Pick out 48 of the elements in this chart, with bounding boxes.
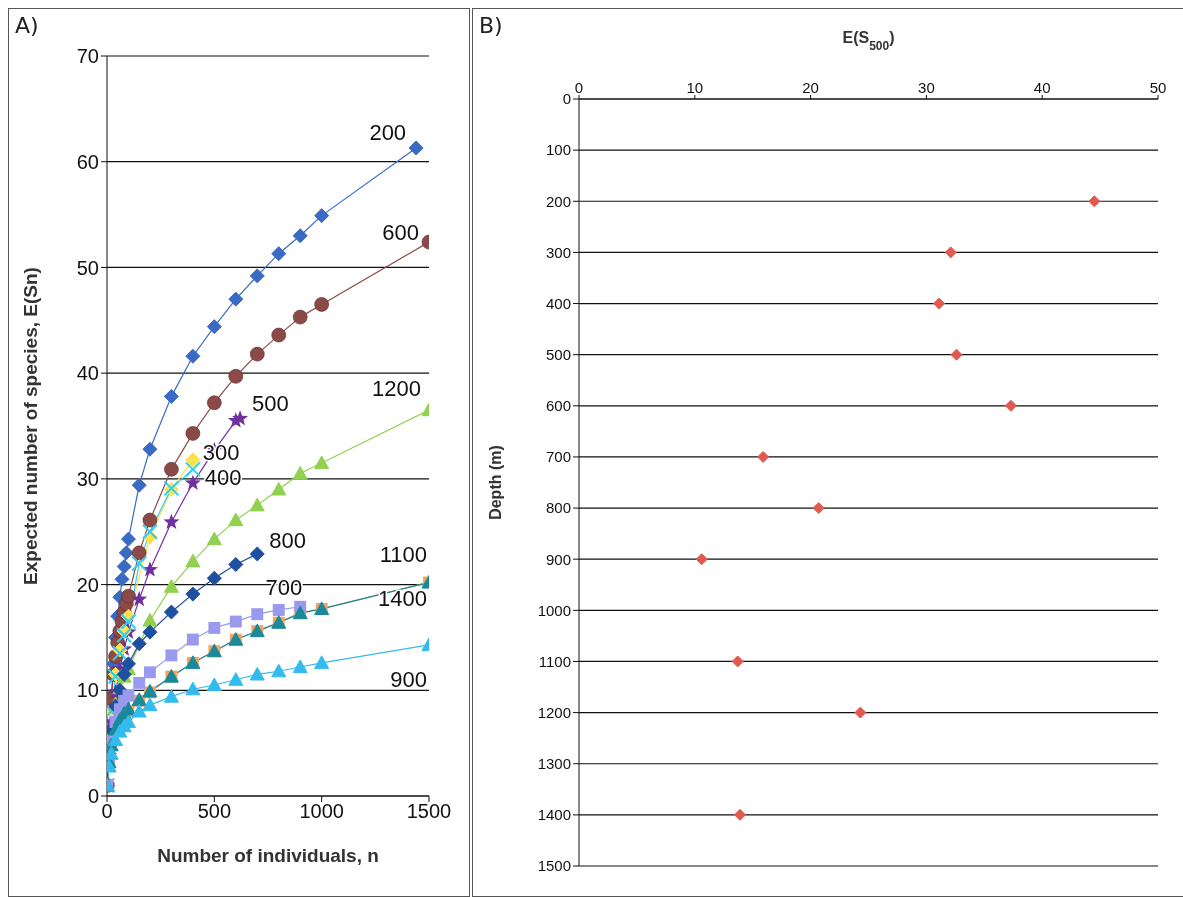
y-tick-label: 900 xyxy=(545,550,571,568)
x-axis-title: E(S$_{500}$) xyxy=(842,29,895,53)
y-tick-label: 30 xyxy=(76,467,99,490)
x-tick-label: 20 xyxy=(802,79,819,96)
x-tick-label: 1000 xyxy=(299,800,344,823)
y-tick-label: 70 xyxy=(76,45,99,68)
x-tick-label: 500 xyxy=(197,800,232,823)
y-tick-label: 50 xyxy=(76,256,99,279)
series-label: 1400 xyxy=(378,586,427,612)
y-tick-label: 800 xyxy=(545,499,571,517)
y-tick-label: 1300 xyxy=(537,755,571,773)
series-label: 900 xyxy=(390,666,427,692)
y-axis-title: Depth (m) xyxy=(487,445,504,520)
y-tick-label: 300 xyxy=(545,243,571,261)
series-label: 500 xyxy=(252,390,289,416)
y-tick-label: 600 xyxy=(545,397,571,415)
y-axis-title: Expected number of species, E(Sn) xyxy=(20,267,41,585)
y-tick-label: 1500 xyxy=(537,857,571,875)
x-tick-label: 1500 xyxy=(406,800,452,823)
series-label: 1200 xyxy=(372,376,421,402)
y-tick-label: 200 xyxy=(545,192,571,210)
y-tick-label: 0 xyxy=(562,90,571,108)
y-tick-label: 20 xyxy=(76,573,99,596)
y-tick-label: 1100 xyxy=(538,652,571,670)
y-tick-label: 100 xyxy=(545,141,571,159)
x-tick-label: 50 xyxy=(1149,79,1167,96)
y-tick-label: 700 xyxy=(545,448,571,466)
y-tick-label: 0 xyxy=(87,785,99,808)
x-tick-label: 30 xyxy=(918,79,935,96)
y-tick-label: 1400 xyxy=(537,806,571,824)
series-label: 1100 xyxy=(379,542,427,568)
y-tick-label: 1000 xyxy=(537,601,571,619)
x-tick-label: 10 xyxy=(686,79,704,96)
y-tick-label: 1200 xyxy=(537,703,571,721)
series-label: 600 xyxy=(382,220,419,246)
y-tick-label: 400 xyxy=(545,294,571,312)
text: A) xyxy=(15,13,39,38)
x-tick-label: 40 xyxy=(1033,79,1051,96)
text: B) xyxy=(479,13,503,38)
x-tick-label: 0 xyxy=(101,800,113,823)
y-tick-label: 500 xyxy=(545,345,571,363)
y-tick-label: 10 xyxy=(76,679,99,702)
x-axis-title: Number of individuals, n xyxy=(157,845,379,866)
y-tick-label: 60 xyxy=(76,150,99,173)
series-label: 200 xyxy=(369,119,407,145)
x-tick-label: 0 xyxy=(574,79,584,96)
y-tick-label: 40 xyxy=(76,362,99,385)
series-label: 800 xyxy=(269,527,306,553)
